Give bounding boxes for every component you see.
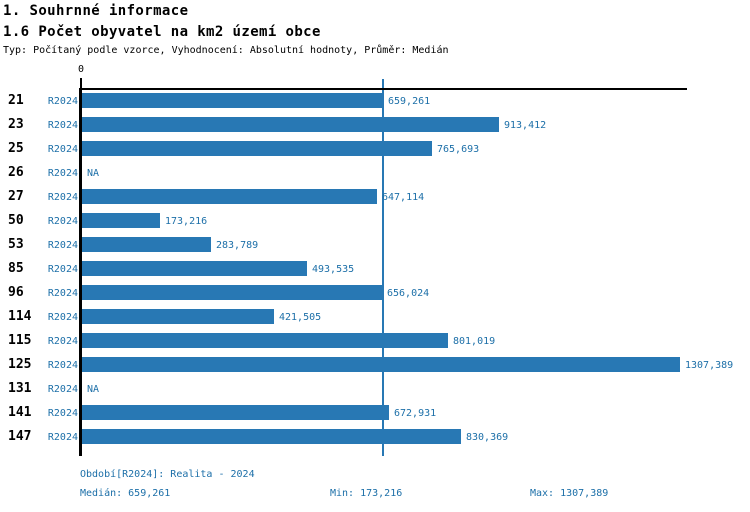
max-stat: Max: 1307,389 xyxy=(530,488,609,499)
bar xyxy=(82,93,383,108)
value-label: 493,535 xyxy=(312,264,355,275)
series-label: R2024 xyxy=(47,192,78,203)
series-label: R2024 xyxy=(47,288,78,299)
value-label: 173,216 xyxy=(165,216,208,227)
bar xyxy=(82,237,211,252)
median-stat: Medián: 659,261 xyxy=(80,488,171,499)
value-label: 421,505 xyxy=(279,312,322,323)
category-label: 85 xyxy=(8,261,24,276)
category-label: 125 xyxy=(8,357,32,372)
na-label: NA xyxy=(87,168,100,179)
series-label: R2024 xyxy=(47,408,78,419)
series-label: R2024 xyxy=(47,264,78,275)
category-label: 53 xyxy=(8,237,24,252)
series-label: R2024 xyxy=(47,96,78,107)
value-label: 830,369 xyxy=(466,432,509,443)
value-label: 801,019 xyxy=(453,336,496,347)
series-label: R2024 xyxy=(47,120,78,131)
bar xyxy=(82,285,382,300)
value-label: 913,412 xyxy=(504,120,547,131)
value-label: 656,024 xyxy=(387,288,430,299)
category-label: 115 xyxy=(8,333,32,348)
series-label: R2024 xyxy=(47,144,78,155)
series-label: R2024 xyxy=(47,432,78,443)
median-line xyxy=(382,79,384,456)
bar xyxy=(82,405,389,420)
bar xyxy=(82,309,274,324)
category-label: 27 xyxy=(8,189,24,204)
category-label: 26 xyxy=(8,165,24,180)
bar xyxy=(82,213,160,228)
value-label: 283,789 xyxy=(216,240,259,251)
series-label: R2024 xyxy=(47,168,78,179)
series-label: R2024 xyxy=(47,216,78,227)
category-label: 21 xyxy=(8,93,24,108)
period-label: Období[R2024]: Realita - 2024 xyxy=(80,469,255,480)
value-label: 1307,389 xyxy=(685,360,734,371)
category-label: 50 xyxy=(8,213,24,228)
category-label: 96 xyxy=(8,285,24,300)
category-label: 131 xyxy=(8,381,32,396)
chart-meta-line: Typ: Počítaný podle vzorce, Vyhodnocení:… xyxy=(3,45,449,56)
category-label: 147 xyxy=(8,429,32,444)
value-label: 672,931 xyxy=(394,408,437,419)
y-axis-line xyxy=(79,88,82,456)
value-label: 765,693 xyxy=(437,144,480,155)
category-label: 141 xyxy=(8,405,32,420)
category-label: 114 xyxy=(8,309,32,324)
x-axis-zero-tick xyxy=(80,78,82,88)
x-axis-line xyxy=(80,88,687,90)
report-title: 1. Souhrnné informace xyxy=(3,3,189,19)
category-label: 25 xyxy=(8,141,24,156)
x-axis-zero-label: 0 xyxy=(77,64,85,75)
series-label: R2024 xyxy=(47,336,78,347)
bar xyxy=(82,117,499,132)
series-label: R2024 xyxy=(47,312,78,323)
bar xyxy=(82,333,448,348)
series-label: R2024 xyxy=(47,384,78,395)
bar xyxy=(82,141,432,156)
section-title: 1.6 Počet obyvatel na km2 území obce xyxy=(3,24,321,40)
series-label: R2024 xyxy=(47,240,78,251)
category-label: 23 xyxy=(8,117,24,132)
na-label: NA xyxy=(87,384,100,395)
min-stat: Min: 173,216 xyxy=(330,488,403,499)
value-label: 659,261 xyxy=(388,96,431,107)
series-label: R2024 xyxy=(47,360,78,371)
value-label: 647,114 xyxy=(382,192,425,203)
bar xyxy=(82,261,307,276)
bar xyxy=(82,189,377,204)
bar xyxy=(82,357,680,372)
bar xyxy=(82,429,461,444)
